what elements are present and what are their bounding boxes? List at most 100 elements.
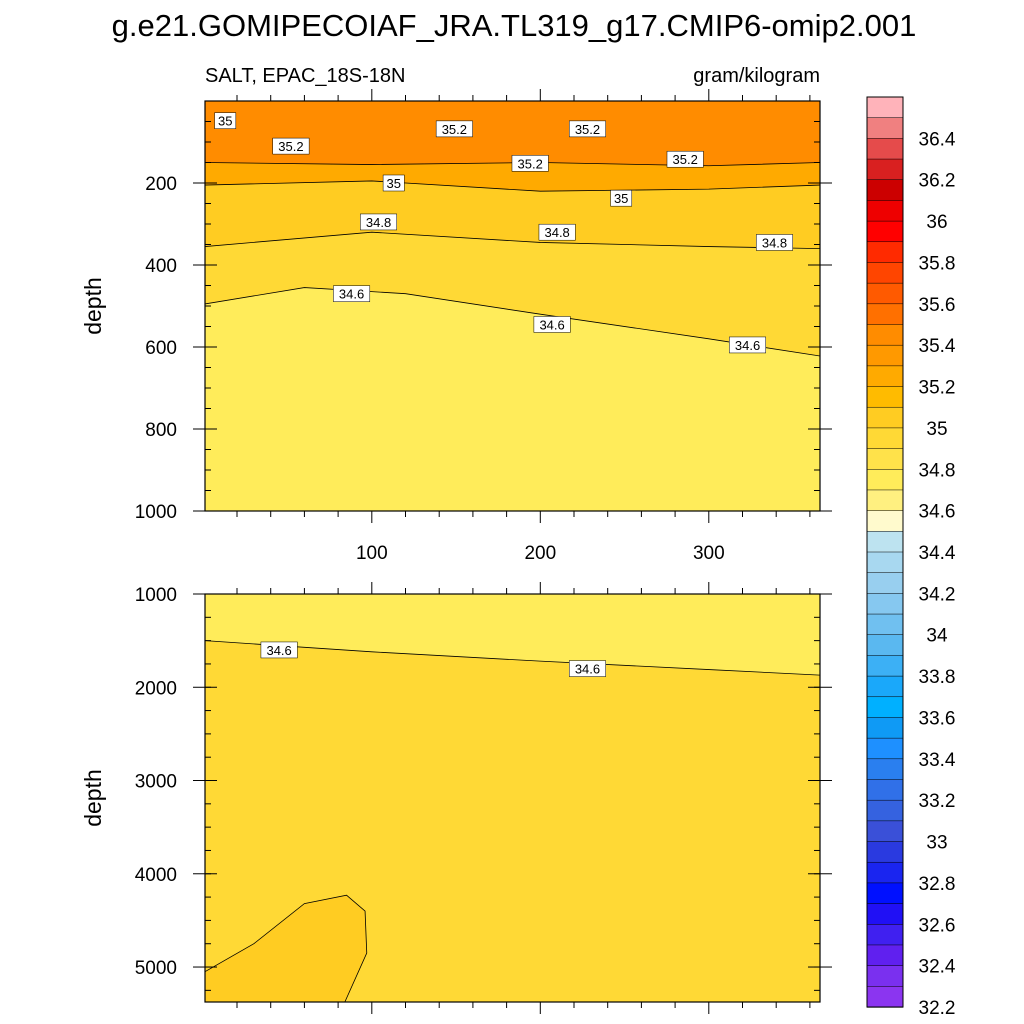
contour-line-34.6	[205, 640, 820, 676]
contour-label: 34.8	[538, 223, 576, 241]
contour-label: 35.2	[511, 155, 549, 172]
colorbar-swatch	[866, 675, 904, 698]
contour-label: 34.6	[569, 660, 606, 677]
left-subtitle: SALT, EPAC_18S-18N	[205, 65, 405, 87]
contour-label: 34.6	[260, 641, 298, 659]
contour-label: 35.2	[569, 120, 606, 138]
colorbar-label: 32.2	[919, 998, 956, 1019]
contour-label-text: 34.8	[762, 235, 787, 250]
colorbar-swatch	[866, 469, 904, 491]
lower-ylabel: depth	[80, 769, 106, 827]
colorbar-swatch	[866, 96, 904, 119]
colorbar-label: 33.8	[919, 667, 956, 688]
y-tick-label: 1000	[135, 502, 177, 523]
colorbar-swatch	[866, 138, 904, 160]
contour-label: 34.8	[756, 234, 793, 251]
contour-label: 35.2	[435, 120, 473, 138]
y-tick-label: 1000	[135, 585, 177, 606]
x-tick-label: 300	[693, 543, 725, 564]
colorbar-swatch	[866, 365, 904, 388]
lower-contour-labels: 34.6 34.6	[260, 641, 606, 677]
contour-label-text: 35.2	[442, 122, 467, 137]
colorbar-swatch	[866, 965, 904, 987]
y-tick-label: 200	[145, 174, 177, 195]
colorbar-swatch	[866, 531, 904, 553]
contour-label: 34.8	[360, 213, 397, 231]
figure-title: g.e21.GOMIPECOIAF_JRA.TL319_g17.CMIP6-om…	[112, 8, 917, 43]
upper-axes: 200 400 600 800 1000 100 200 300	[135, 89, 832, 564]
contour-label-text: 34.8	[366, 215, 391, 230]
lower-contour-lines	[205, 640, 820, 1002]
colorbar-swatch	[866, 841, 904, 863]
contour-label-text: 35.2	[518, 156, 543, 171]
y-tick-label: 4000	[135, 865, 177, 886]
contour-label: 35.2	[666, 150, 704, 168]
colorbar-swatch	[866, 220, 904, 243]
colorbar-label: 32.6	[919, 915, 956, 936]
colorbar-swatch	[866, 282, 904, 305]
contour-label-text: 35.2	[575, 122, 600, 137]
colorbar: 36.4 36.2 36 35.8 35.6 35.4 35.2 35 34.8 34.6 34.4…	[866, 96, 956, 1019]
upper-contour-lines	[205, 162, 820, 357]
colorbar-swatch	[866, 344, 904, 367]
colorbar-swatch	[866, 986, 904, 1008]
colorbar-swatch	[866, 303, 904, 326]
upper-ylabel: depth	[80, 277, 106, 335]
colorbar-swatch	[866, 758, 904, 781]
colorbar-label: 36.4	[919, 129, 956, 150]
colorbar-swatch	[866, 944, 904, 967]
contour-line-34.8	[205, 894, 368, 1002]
contour-label: 34.6	[333, 285, 371, 302]
colorbar-swatch	[866, 634, 904, 657]
colorbar-swatch	[866, 882, 904, 905]
contour-label-text: 34.6	[575, 662, 600, 677]
colorbar-swatch	[866, 510, 904, 532]
contour-label-text: 34.6	[539, 317, 564, 332]
colorbar-swatch	[866, 117, 904, 140]
contour-label-text: 34.6	[735, 338, 760, 353]
contour-label-text: 35.2	[673, 152, 698, 167]
colorbar-swatch	[866, 696, 904, 719]
contour-line-35	[205, 180, 820, 192]
colorbar-swatch	[866, 200, 904, 222]
contour-label-text: 35	[614, 191, 628, 206]
y-tick-label: 2000	[135, 678, 177, 699]
colorbar-label: 34.4	[919, 543, 956, 564]
contour-label-text: 34.6	[339, 287, 364, 302]
contour-line-34.6	[205, 287, 820, 357]
contour-label-text: 34.8	[544, 225, 569, 240]
colorbar-label: 32.8	[919, 874, 956, 895]
colorbar-swatch	[866, 406, 904, 429]
colorbar-swatch	[866, 262, 904, 284]
y-tick-label: 3000	[135, 772, 177, 793]
colorbar-label: 35.2	[919, 378, 956, 399]
colorbar-swatch	[866, 448, 904, 470]
colorbar-swatch	[866, 551, 904, 574]
upper-panel: 35 35.2 35.2 35.2 35.2 35.2 35 35 34.8 34.8 34.8 34…	[80, 89, 832, 564]
contour-line-34.8	[205, 231, 820, 249]
colorbar-swatch	[866, 489, 904, 512]
colorbar-swatch	[866, 737, 904, 760]
contour-label-text: 34.6	[266, 643, 291, 658]
y-tick-label: 400	[145, 256, 177, 277]
contour-label: 35	[382, 174, 405, 192]
colorbar-label: 34	[926, 626, 948, 647]
fill-band-35.2-core	[205, 129, 820, 160]
colorbar-swatch	[866, 572, 904, 595]
colorbar-swatch	[866, 386, 904, 408]
colorbar-swatch	[866, 903, 904, 925]
x-tick-label: 200	[524, 543, 556, 564]
colorbar-swatch	[866, 655, 904, 677]
colorbar-label: 35	[926, 419, 947, 440]
contour-label: 35.2	[272, 137, 310, 155]
colorbar-swatch	[866, 924, 904, 946]
colorbar-label: 36	[926, 212, 947, 233]
colorbar-swatch	[866, 820, 904, 843]
plot-frame	[204, 593, 821, 1003]
colorbar-swatch	[866, 717, 904, 739]
contour-label: 35	[214, 112, 237, 129]
colorbar-label: 35.8	[919, 253, 956, 274]
y-tick-label: 600	[145, 338, 177, 359]
fill-band-34.4	[205, 594, 820, 676]
